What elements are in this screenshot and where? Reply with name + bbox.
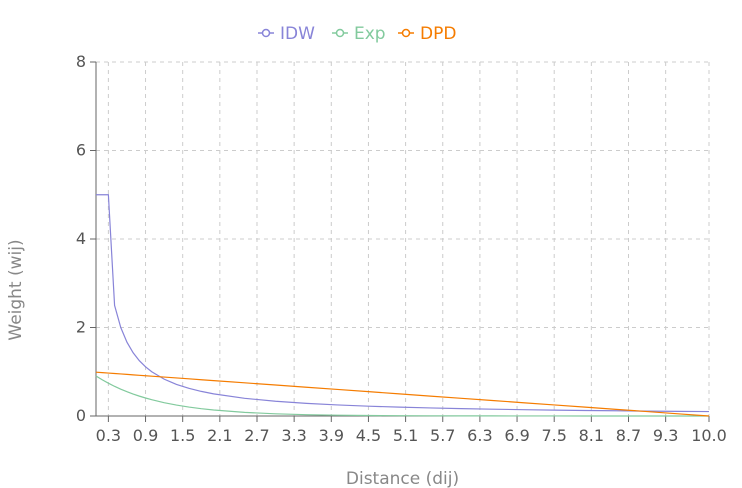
x-tick-label: 5.1 bbox=[393, 426, 418, 445]
x-tick-label: 2.1 bbox=[207, 426, 232, 445]
legend-label: IDW bbox=[280, 24, 315, 44]
x-tick-label: 0.3 bbox=[96, 426, 121, 445]
legend-label: DPD bbox=[420, 24, 456, 44]
x-tick-label: 3.9 bbox=[319, 426, 344, 445]
x-axis-title: Distance (dij) bbox=[346, 469, 459, 488]
y-tick-label: 0 bbox=[76, 406, 86, 425]
x-tick-label: 6.3 bbox=[467, 426, 492, 445]
series-line-dpd bbox=[95, 371, 710, 417]
x-tick-label: 4.5 bbox=[356, 426, 381, 445]
x-tick-label: 6.9 bbox=[504, 426, 529, 445]
x-tick-label: 10.0 bbox=[691, 426, 727, 445]
x-tick-label: 5.7 bbox=[430, 426, 455, 445]
x-tick-label: 1.5 bbox=[170, 426, 195, 445]
y-tick-label: 4 bbox=[76, 229, 86, 248]
y-tick-label: 8 bbox=[76, 52, 86, 71]
series-line-exp bbox=[95, 375, 709, 417]
x-tick-label: 7.5 bbox=[541, 426, 566, 445]
x-tick-label: 8.7 bbox=[616, 426, 641, 445]
legend-marker-icon bbox=[335, 28, 345, 38]
legend-item-dpd[interactable]: DPD bbox=[398, 24, 456, 44]
x-tick-label: 9.3 bbox=[653, 426, 678, 445]
x-tick-label: 0.9 bbox=[133, 426, 158, 445]
legend-marker-icon bbox=[401, 28, 411, 38]
legend-marker-icon bbox=[261, 28, 271, 38]
axes: 0 2 4 6 8 0.3 0.9 1.5 2.1 2.7 3.3 3.9 4.5 5.1 5.7 6.3 6.… bbox=[76, 52, 727, 445]
x-tick-label: 3.3 bbox=[281, 426, 306, 445]
legend-label: Exp bbox=[354, 24, 386, 44]
y-tick-label: 2 bbox=[76, 318, 86, 337]
series-line-idw bbox=[96, 194, 710, 413]
x-tick-label: 8.1 bbox=[579, 426, 604, 445]
series-lines bbox=[95, 194, 710, 417]
legend-item-exp[interactable]: Exp bbox=[332, 24, 386, 44]
legend[interactable]: IDW Exp DPD bbox=[258, 24, 456, 44]
legend-item-idw[interactable]: IDW bbox=[258, 24, 315, 44]
y-axis-title: Weight (wij) bbox=[6, 239, 26, 340]
x-tick-label: 2.7 bbox=[244, 426, 269, 445]
grid bbox=[96, 61, 710, 416]
y-tick-label: 6 bbox=[76, 141, 86, 160]
